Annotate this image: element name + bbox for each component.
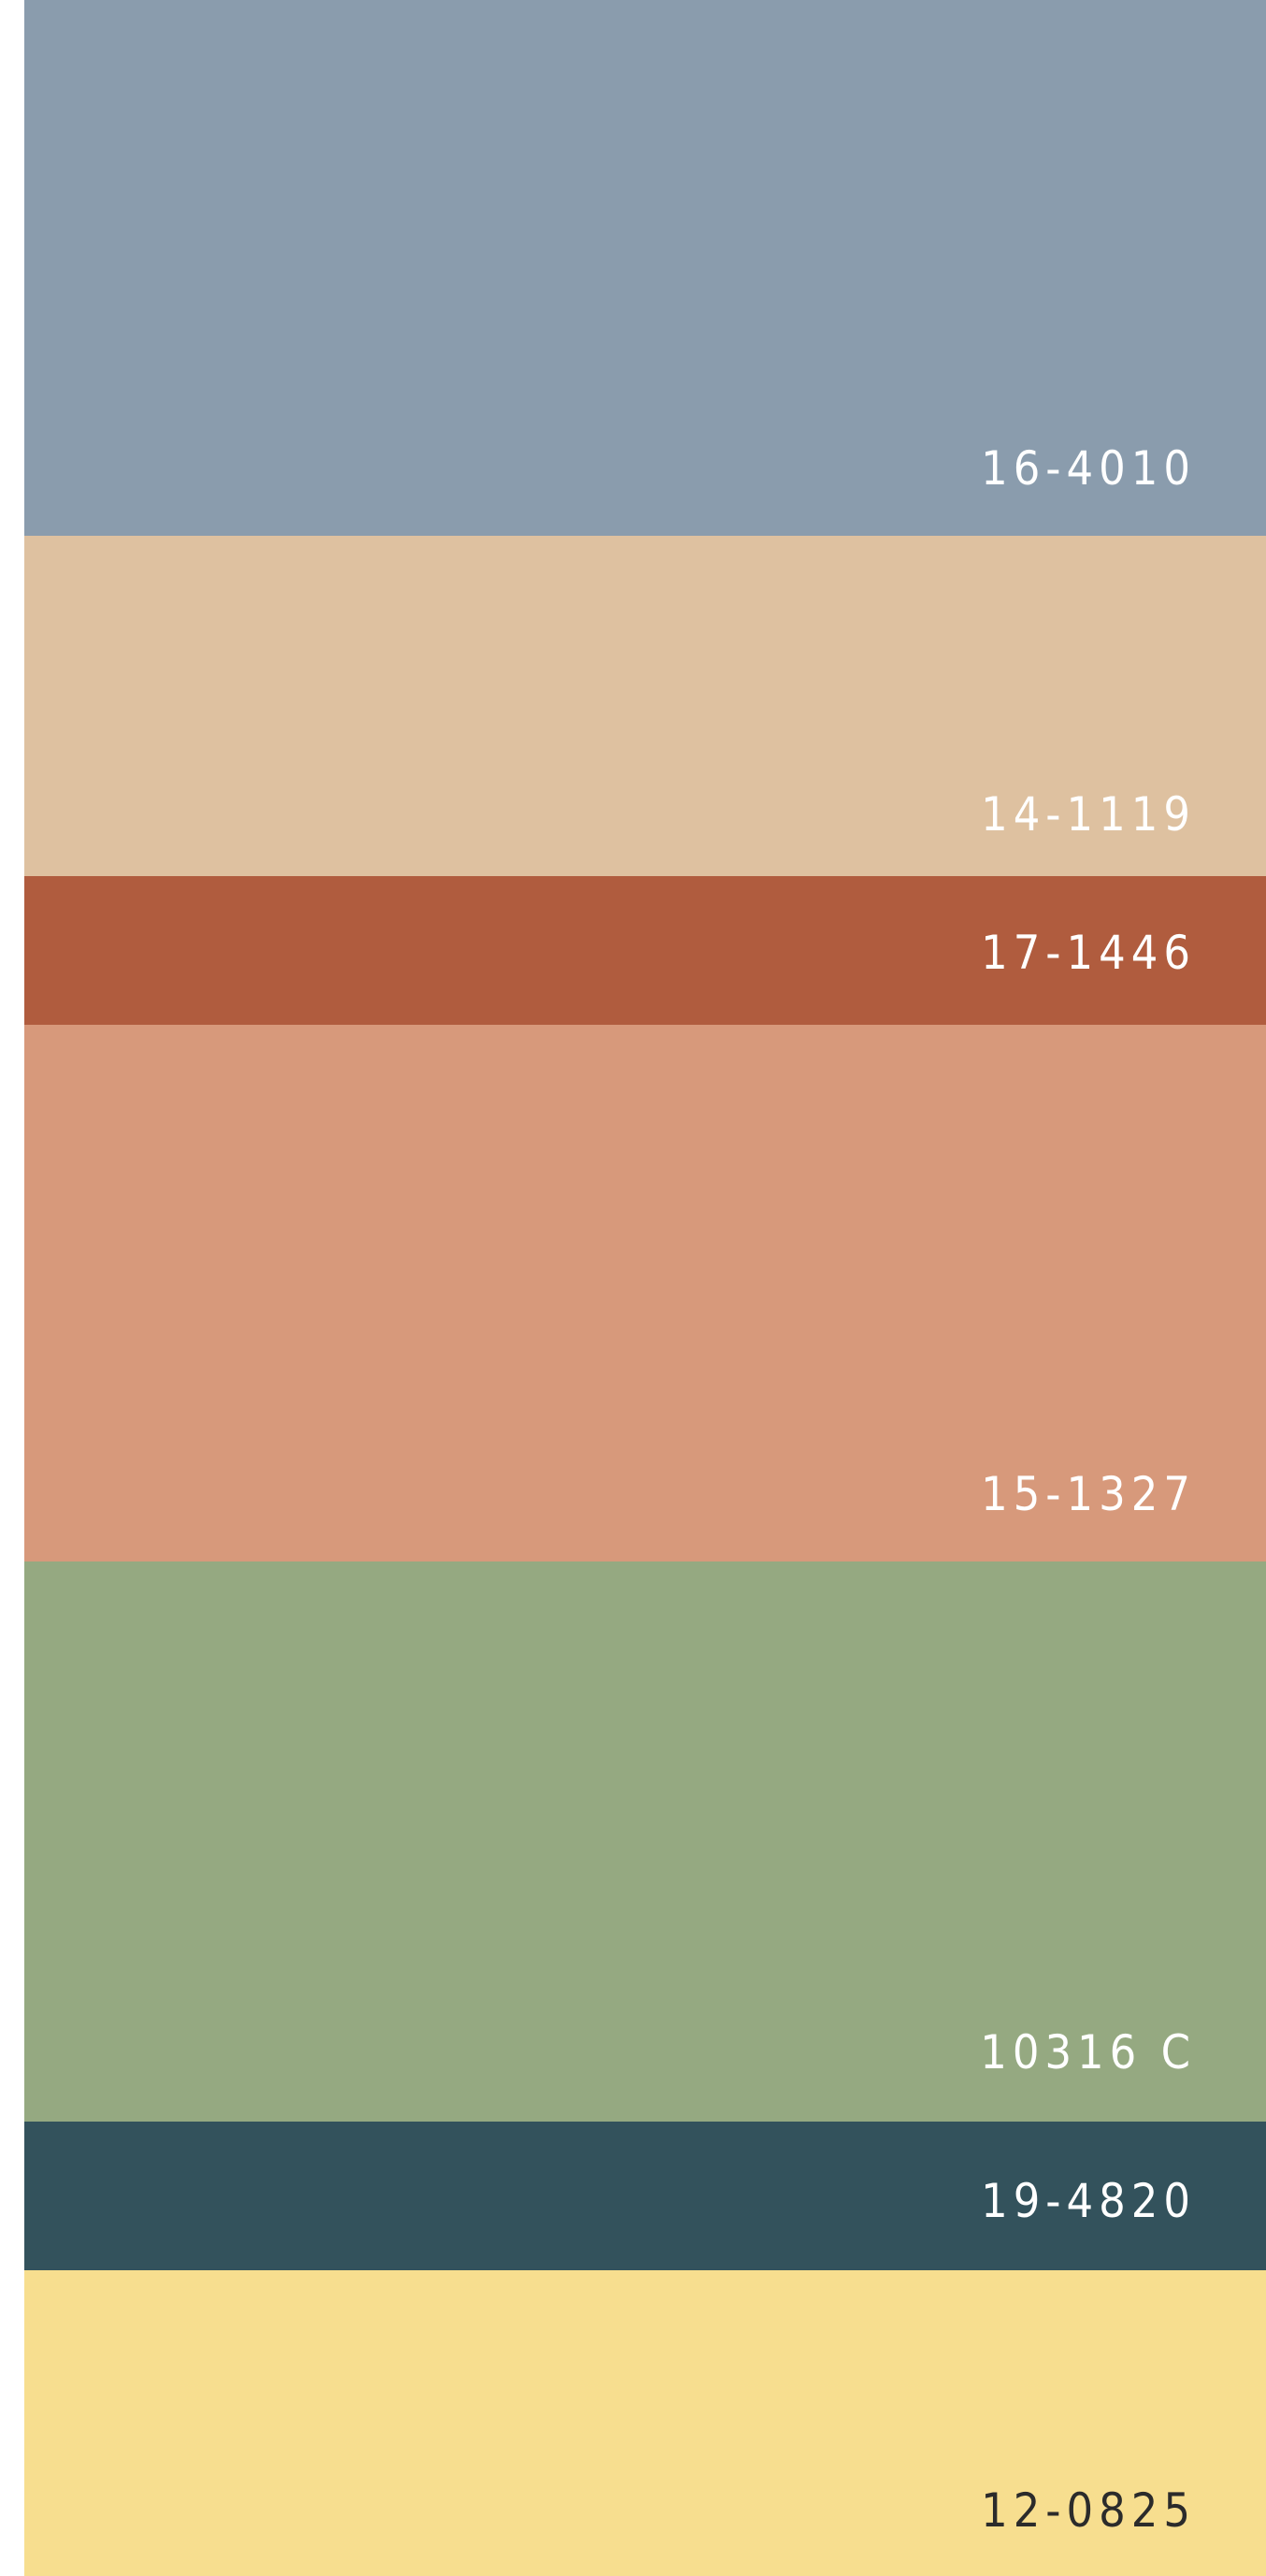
swatch-code: 16-4010 <box>981 441 1196 496</box>
swatch-17-1446: 17-1446 <box>24 876 1266 1025</box>
swatch-16-4010: 16-4010 <box>24 0 1266 536</box>
swatch-19-4820: 19-4820 <box>24 2122 1266 2270</box>
swatch-code: 15-1327 <box>981 1467 1196 1521</box>
swatch-15-1327: 15-1327 <box>24 1025 1266 1561</box>
swatch-code: 10316 C <box>980 2025 1196 2080</box>
swatch-code: 17-1446 <box>981 926 1196 980</box>
swatch-14-1119: 14-1119 <box>24 536 1266 876</box>
swatch-code: 14-1119 <box>981 787 1196 842</box>
color-palette: 16-4010 14-1119 17-1446 15-1327 10316 C … <box>24 0 1266 2576</box>
swatch-code: 19-4820 <box>981 2174 1196 2228</box>
swatch-12-0825: 12-0825 <box>24 2270 1266 2576</box>
swatch-10316-c: 10316 C <box>24 1561 1266 2122</box>
swatch-code: 12-0825 <box>981 2483 1196 2538</box>
